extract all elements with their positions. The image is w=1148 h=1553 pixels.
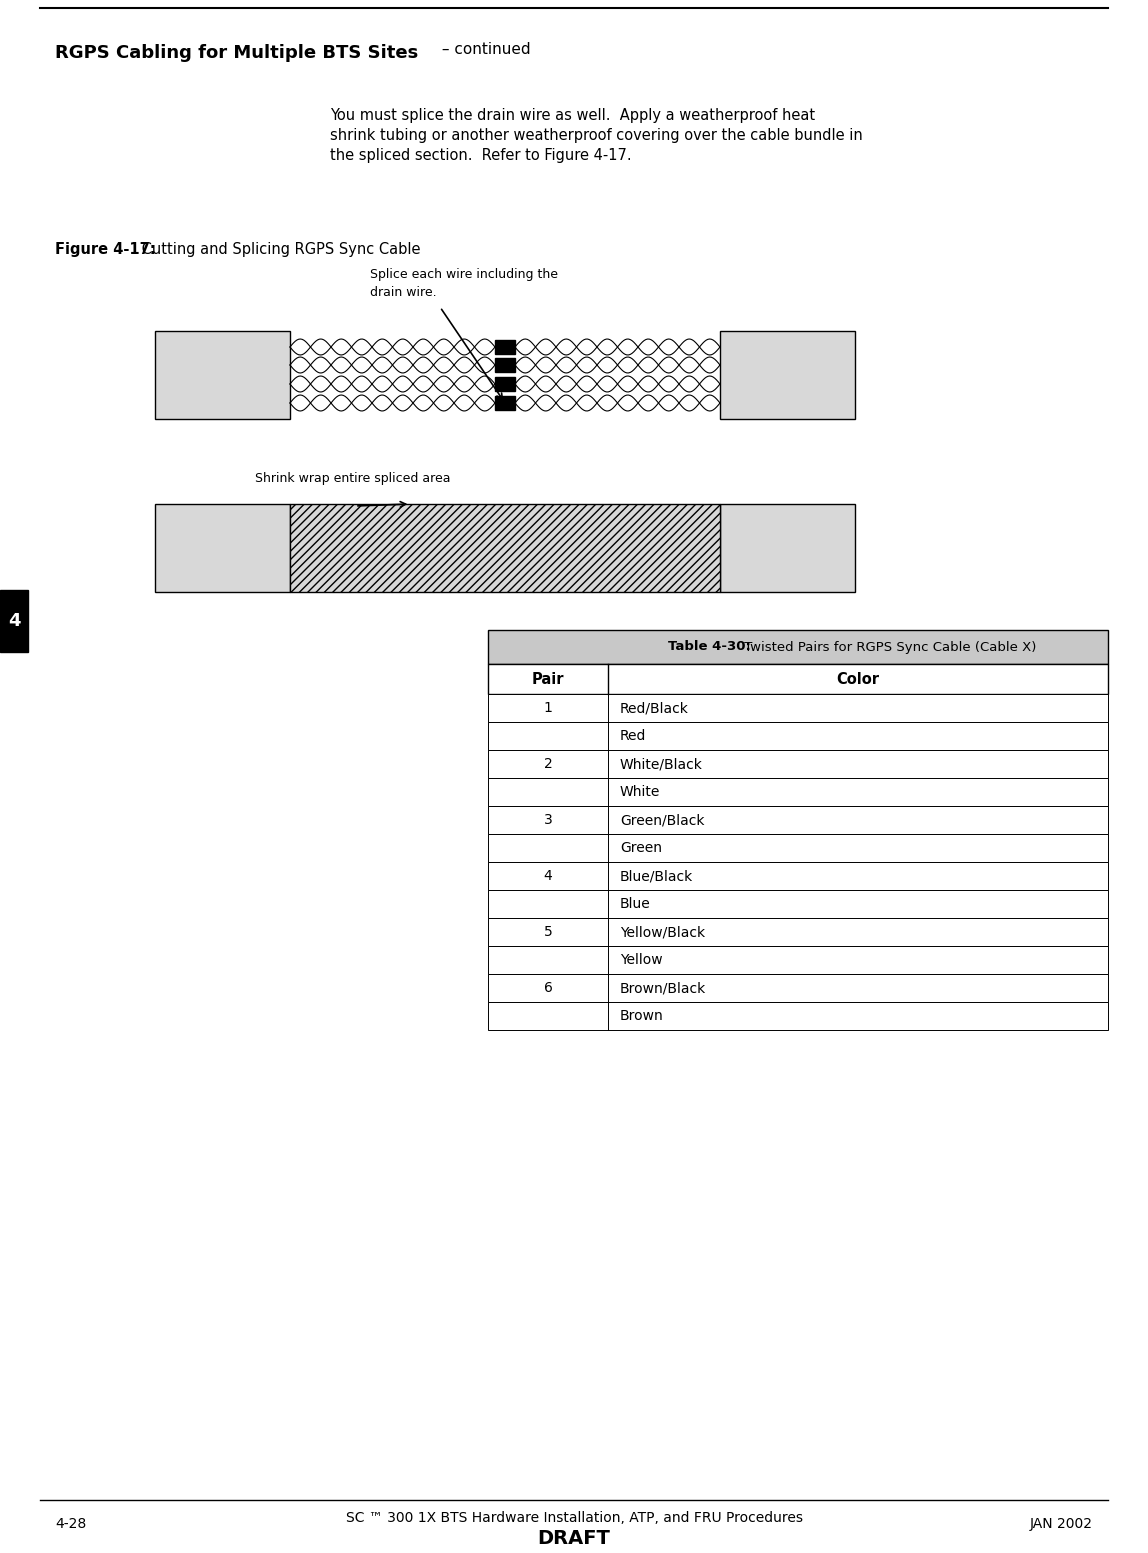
- Text: shrink tubing or another weatherproof covering over the cable bundle in: shrink tubing or another weatherproof co…: [329, 127, 863, 143]
- Text: 5: 5: [544, 926, 552, 940]
- Bar: [495, 359, 515, 373]
- Text: SC ™ 300 1X BTS Hardware Installation, ATP, and FRU Procedures: SC ™ 300 1X BTS Hardware Installation, A…: [346, 1511, 802, 1525]
- Text: Blue/Black: Blue/Black: [620, 870, 693, 884]
- Text: 4: 4: [544, 870, 552, 884]
- Bar: [495, 377, 515, 391]
- Text: Brown/Black: Brown/Black: [620, 981, 706, 995]
- Text: White/Black: White/Black: [620, 756, 703, 770]
- Text: Cutting and Splicing RGPS Sync Cable: Cutting and Splicing RGPS Sync Cable: [137, 242, 420, 256]
- Bar: [488, 974, 1108, 1002]
- Text: Shrink wrap entire spliced area: Shrink wrap entire spliced area: [255, 472, 450, 485]
- Text: the spliced section.  Refer to Figure 4-17.: the spliced section. Refer to Figure 4-1…: [329, 148, 631, 163]
- Bar: [488, 834, 1108, 862]
- Text: 6: 6: [543, 981, 552, 995]
- Text: 2: 2: [544, 756, 552, 770]
- Text: drain wire.: drain wire.: [370, 286, 436, 300]
- Bar: [488, 1002, 1108, 1030]
- Bar: [0, 590, 28, 652]
- Text: Color: Color: [837, 671, 879, 686]
- Text: 4: 4: [8, 612, 21, 631]
- Text: Splice each wire including the: Splice each wire including the: [370, 269, 558, 281]
- Text: Twisted Pairs for RGPS Sync Cable (Cable X): Twisted Pairs for RGPS Sync Cable (Cable…: [740, 640, 1037, 654]
- Text: Red: Red: [620, 728, 646, 742]
- Bar: [488, 722, 1108, 750]
- Text: Blue: Blue: [620, 898, 651, 912]
- Bar: [488, 918, 1108, 946]
- Text: Green/Black: Green/Black: [620, 814, 705, 828]
- Bar: [720, 505, 855, 592]
- Bar: [488, 946, 1108, 974]
- Bar: [488, 778, 1108, 806]
- Bar: [155, 331, 290, 419]
- Bar: [720, 331, 855, 419]
- Text: Brown: Brown: [620, 1009, 664, 1023]
- Text: 3: 3: [544, 814, 552, 828]
- Bar: [495, 340, 515, 354]
- Text: 4-28: 4-28: [55, 1517, 86, 1531]
- Text: Figure 4-17:: Figure 4-17:: [55, 242, 156, 256]
- Text: White: White: [620, 784, 660, 798]
- Text: Yellow/Black: Yellow/Black: [620, 926, 705, 940]
- Text: Green: Green: [620, 842, 662, 856]
- Bar: [488, 862, 1108, 890]
- Bar: [488, 806, 1108, 834]
- Bar: [495, 396, 515, 410]
- Text: – continued: – continued: [437, 42, 530, 57]
- Text: Pair: Pair: [532, 671, 565, 686]
- Bar: [290, 505, 720, 592]
- Text: JAN 2002: JAN 2002: [1030, 1517, 1093, 1531]
- Bar: [488, 750, 1108, 778]
- Text: Table 4-30:: Table 4-30:: [668, 640, 751, 654]
- Text: 1: 1: [543, 700, 552, 714]
- Text: RGPS Cabling for Multiple BTS Sites: RGPS Cabling for Multiple BTS Sites: [55, 43, 418, 62]
- Bar: [488, 631, 1108, 665]
- Bar: [488, 890, 1108, 918]
- Bar: [488, 694, 1108, 722]
- Text: Yellow: Yellow: [620, 954, 662, 968]
- Text: DRAFT: DRAFT: [537, 1528, 611, 1547]
- Text: You must splice the drain wire as well.  Apply a weatherproof heat: You must splice the drain wire as well. …: [329, 109, 815, 123]
- Bar: [155, 505, 290, 592]
- Bar: [488, 665, 1108, 694]
- Text: Red/Black: Red/Black: [620, 700, 689, 714]
